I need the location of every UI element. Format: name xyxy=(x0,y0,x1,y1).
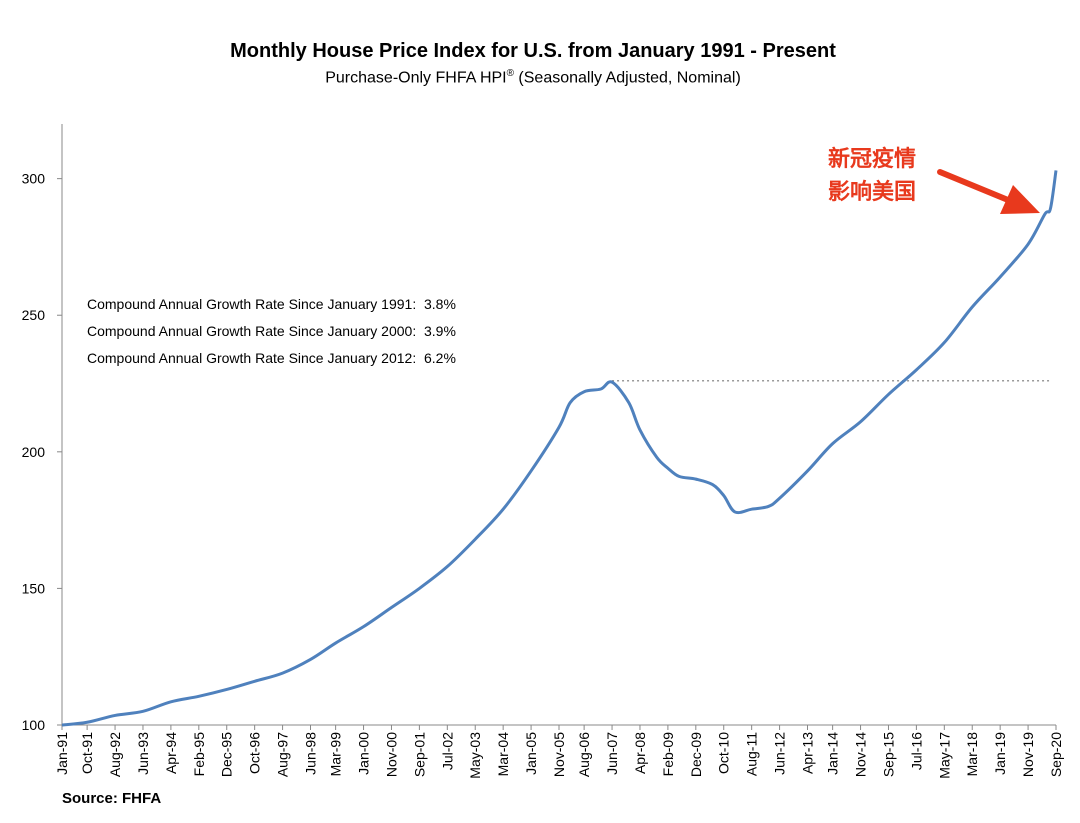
x-tick-label: Jan-05 xyxy=(523,732,539,775)
callout-arrow-head xyxy=(1000,185,1040,214)
x-tick-label: May-17 xyxy=(936,732,952,779)
x-tick-label: Mar-18 xyxy=(964,732,980,777)
chart-title: Monthly House Price Index for U.S. from … xyxy=(230,40,836,62)
x-tick-label: Jan-14 xyxy=(825,732,841,775)
x-tick-label: Jun-12 xyxy=(772,732,788,775)
x-tick-label: Jul-16 xyxy=(908,732,924,770)
x-tick-label: Oct-96 xyxy=(247,732,263,774)
cagr-1991-annotation: Compound Annual Growth Rate Since Januar… xyxy=(87,296,456,312)
y-tick-label: 100 xyxy=(22,717,46,733)
x-tick-label: Jul-02 xyxy=(439,732,455,770)
y-tick-label: 200 xyxy=(22,444,46,460)
x-tick-label: Nov-00 xyxy=(383,732,399,777)
hpi-series-line xyxy=(61,170,1058,727)
x-tick-label: Feb-95 xyxy=(191,732,207,777)
x-tick-label: Aug-92 xyxy=(107,732,123,777)
y-tick-label: 150 xyxy=(22,580,46,596)
y-tick-label: 250 xyxy=(22,307,46,323)
y-tick-label: 300 xyxy=(22,171,46,187)
subtitle-tail: (Seasonally Adjusted, Nominal) xyxy=(513,69,741,87)
x-tick-label: Apr-13 xyxy=(800,732,816,774)
x-tick-label: Sep-15 xyxy=(880,732,896,777)
cagr-2000-annotation: Compound Annual Growth Rate Since Januar… xyxy=(87,323,456,339)
covid-callout-line2: 影响美国 xyxy=(828,180,917,205)
x-tick-label: Oct-10 xyxy=(716,732,732,774)
x-tick-label: Nov-19 xyxy=(1020,732,1036,777)
chart-subtitle: Purchase-Only FHFA HPI® (Seasonally Adju… xyxy=(0,68,1066,87)
x-tick-label: Jan-19 xyxy=(992,732,1008,775)
x-tick-label: Nov-05 xyxy=(551,732,567,777)
callout-arrow xyxy=(937,169,1040,214)
x-tick-label: Feb-09 xyxy=(660,732,676,777)
source-note: Source: FHFA xyxy=(62,790,162,807)
x-tick-label: Mar-04 xyxy=(495,732,511,777)
x-tick-label: Dec-95 xyxy=(219,732,235,777)
x-tick-label: Jan-00 xyxy=(356,732,372,775)
subtitle-main: Purchase-Only FHFA HPI xyxy=(325,69,507,87)
x-tick-label: Aug-06 xyxy=(576,732,592,777)
x-tick-label: Jun-07 xyxy=(604,732,620,775)
series-group xyxy=(61,170,1058,727)
x-tick-label: Dec-09 xyxy=(688,732,704,777)
x-tick-label: Sep-01 xyxy=(411,732,427,777)
x-tick-label: Jun-98 xyxy=(303,732,319,775)
x-tick-label: Apr-94 xyxy=(163,732,179,774)
chart-axes: 100 150 200 250 300 Jan-91 Oct-91 Aug-92 Jun-93 A… xyxy=(22,124,1064,779)
x-tick-label: Aug-97 xyxy=(275,732,291,777)
x-tick-label: Sep-20 xyxy=(1048,732,1064,777)
x-tick-label: Jan-91 xyxy=(54,732,70,775)
x-tick-label: Mar-99 xyxy=(328,732,344,777)
cagr-2012-annotation: Compound Annual Growth Rate Since Januar… xyxy=(87,350,456,366)
x-tick-label: Aug-11 xyxy=(744,732,760,776)
subtitle-registered-mark: ® xyxy=(506,68,514,79)
x-tick-label: Oct-91 xyxy=(79,732,95,774)
x-tick-label: May-03 xyxy=(467,732,483,779)
covid-callout-line1: 新冠疫情 xyxy=(828,147,917,172)
x-tick-label: Apr-08 xyxy=(632,732,648,774)
x-tick-label: Nov-14 xyxy=(853,732,869,777)
callout-arrow-shaft xyxy=(937,169,1011,203)
x-tick-label: Jun-93 xyxy=(135,732,151,775)
